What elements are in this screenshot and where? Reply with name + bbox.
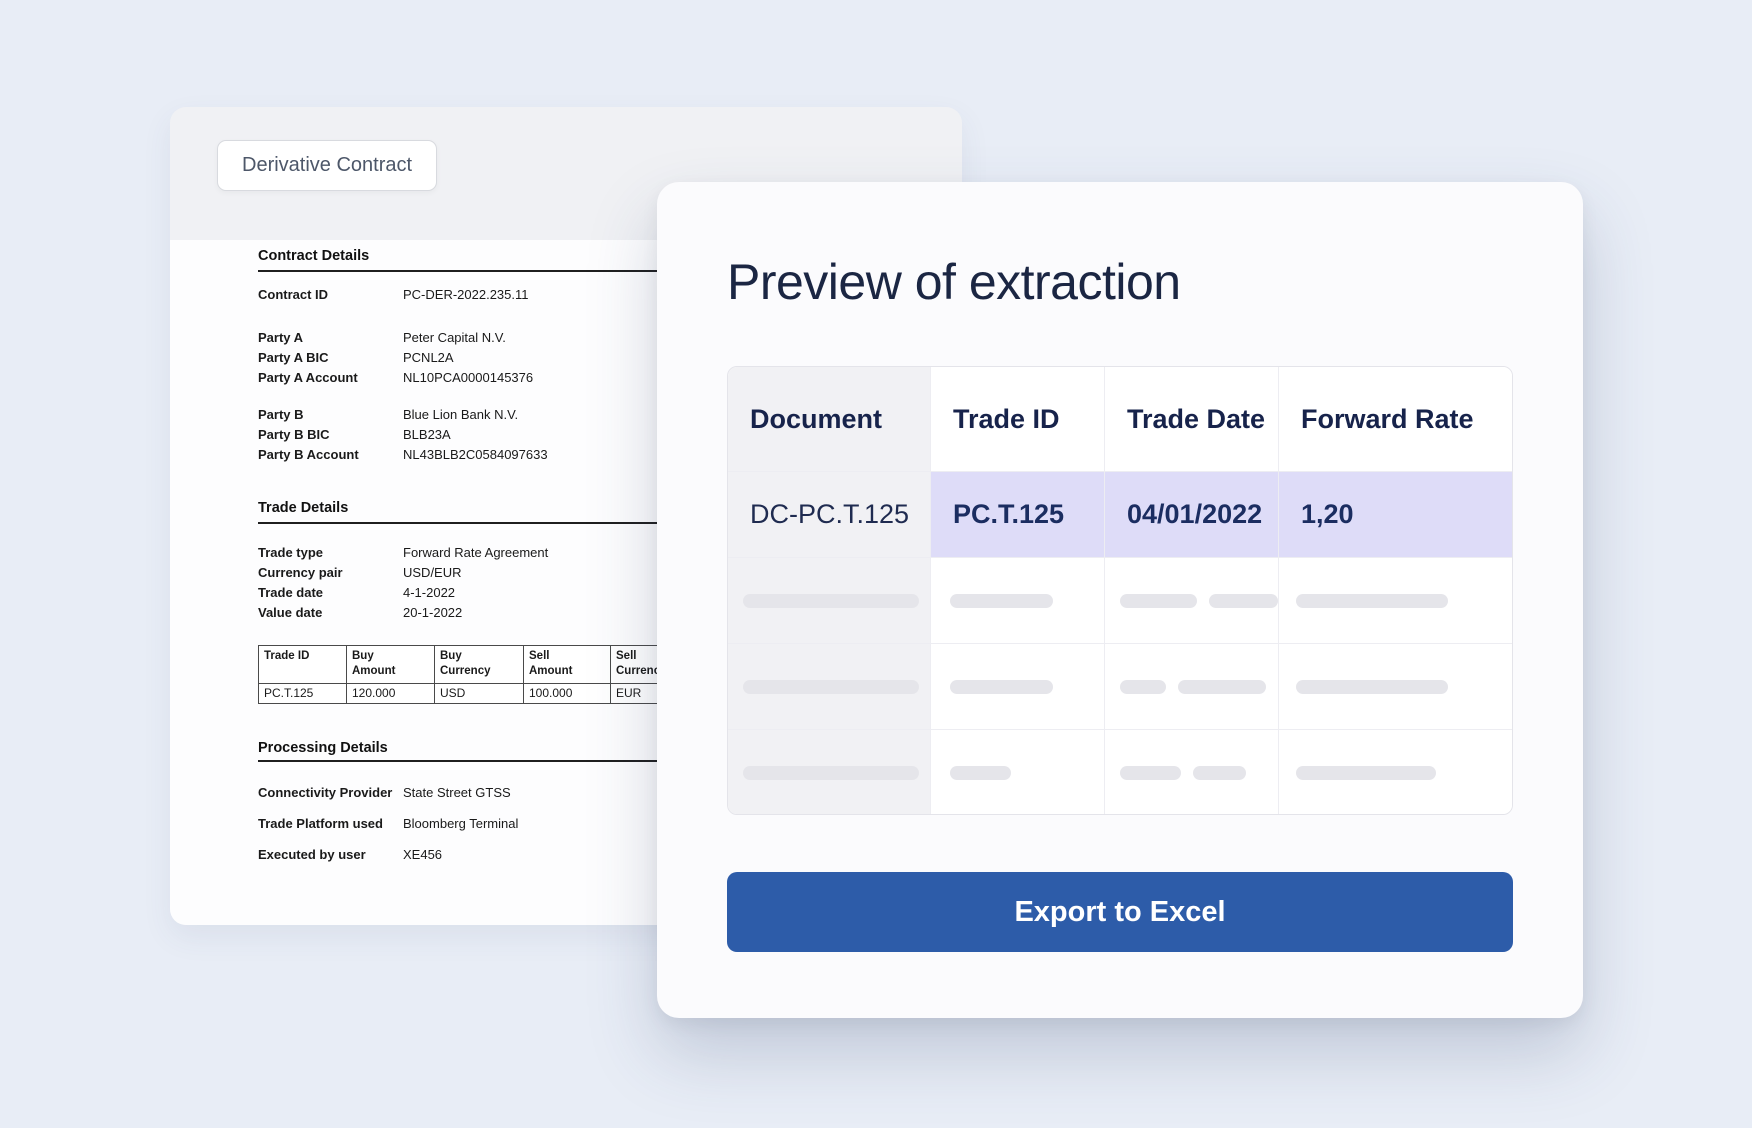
skeleton-cell-trade-date <box>1105 644 1279 730</box>
skeleton-cell-trade-id <box>931 644 1105 730</box>
placeholder-bar <box>1120 679 1166 694</box>
placeholder-bar <box>1296 593 1448 608</box>
skeleton-cell-forward-rate <box>1279 644 1512 730</box>
field-party-a-bic: Party A BIC PCNL2A <box>258 348 962 368</box>
placeholder-bar <box>1296 766 1436 780</box>
field-party-a: Party A Peter Capital N.V. <box>258 328 962 348</box>
field-label: Party A <box>258 330 304 345</box>
field-value: Bloomberg Terminal <box>403 816 519 831</box>
field-value: 20-1-2022 <box>403 605 463 620</box>
field-label: Contract ID <box>258 287 329 302</box>
field-value: NL10PCA0000145376 <box>403 370 534 385</box>
column-header-buy-currency: Buy Currency <box>435 646 524 684</box>
field-value-date: Value date 20-1-2022 <box>258 603 962 623</box>
placeholder-bar <box>1209 593 1278 608</box>
placeholder-bar <box>1178 679 1266 694</box>
placeholder-bar <box>743 679 919 694</box>
section-rule <box>258 270 690 272</box>
field-value: BLB23A <box>403 427 451 442</box>
placeholder-bar <box>1296 679 1448 694</box>
skeleton-cell-document <box>728 558 931 644</box>
document-type-badge: Derivative Contract <box>217 140 438 191</box>
skeleton-cell-forward-rate <box>1279 730 1512 814</box>
placeholder-bar <box>1120 593 1197 608</box>
placeholder-bar <box>950 766 1011 780</box>
trade-details-table: Trade ID Buy Amount Buy Currency Sell Am… <box>258 645 701 704</box>
modal-title: Preview of extraction <box>727 254 1181 310</box>
section-heading-processing-details: Processing Details <box>258 740 388 756</box>
cell-sell-amount: 100.000 <box>524 684 611 704</box>
field-connectivity-provider: Connectivity Provider State Street GTSS <box>258 783 962 803</box>
field-label: Trade type <box>258 545 324 560</box>
field-party-b: Party B Blue Lion Bank N.V. <box>258 405 962 425</box>
placeholder-bar <box>950 679 1053 694</box>
export-to-excel-button[interactable]: Export to Excel <box>727 872 1513 952</box>
skeleton-cell-trade-id <box>931 730 1105 814</box>
field-party-b-bic: Party B BIC BLB23A <box>258 425 962 445</box>
cell-buy-amount: 120.000 <box>347 684 435 704</box>
skeleton-cell-forward-rate <box>1279 558 1512 644</box>
placeholder-bar <box>1120 766 1181 780</box>
preview-cell-document: DC-PC.T.125 <box>728 472 931 558</box>
field-contract-id: Contract ID PC-DER-2022.235.11 <box>258 285 962 305</box>
field-value: PCNL2A <box>403 350 454 365</box>
skeleton-cell-trade-date <box>1105 730 1279 814</box>
field-label: Party A BIC <box>258 350 329 365</box>
section-heading-trade-details: Trade Details <box>258 500 349 516</box>
preview-header-forward-rate: Forward Rate <box>1279 367 1512 472</box>
column-header-trade-id: Trade ID <box>259 646 347 684</box>
field-executed-by: Executed by user XE456 <box>258 845 962 865</box>
field-label: Trade date <box>258 585 324 600</box>
field-label: Executed by user <box>258 847 366 862</box>
cell-trade-id: PC.T.125 <box>259 684 347 704</box>
column-header-buy-amount: Buy Amount <box>347 646 435 684</box>
field-value: PC-DER-2022.235.11 <box>403 287 529 302</box>
field-value: Peter Capital N.V. <box>403 330 506 345</box>
field-value: 4-1-2022 <box>403 585 456 600</box>
skeleton-cell-trade-id <box>931 558 1105 644</box>
field-value: NL43BLB2C0584097633 <box>403 447 548 462</box>
section-rule <box>258 522 690 524</box>
preview-cell-trade-date: 04/01/2022 <box>1105 472 1279 558</box>
field-label: Currency pair <box>258 565 343 580</box>
field-currency-pair: Currency pair USD/EUR <box>258 563 962 583</box>
preview-cell-trade-id: PC.T.125 <box>931 472 1105 558</box>
preview-header-trade-date: Trade Date <box>1105 367 1279 472</box>
placeholder-bar <box>743 766 919 780</box>
skeleton-cell-trade-date <box>1105 558 1279 644</box>
field-label: Party A Account <box>258 370 358 385</box>
field-party-a-account: Party A Account NL10PCA0000145376 <box>258 368 962 388</box>
field-value: USD/EUR <box>403 565 462 580</box>
preview-header-trade-id: Trade ID <box>931 367 1105 472</box>
field-trade-type: Trade type Forward Rate Agreement <box>258 543 962 563</box>
field-label: Party B BIC <box>258 427 330 442</box>
skeleton-cell-document <box>728 644 931 730</box>
column-header-sell-amount: Sell Amount <box>524 646 611 684</box>
placeholder-bar <box>1193 766 1246 780</box>
section-rule <box>258 760 690 762</box>
field-label: Party B Account <box>258 447 359 462</box>
field-value: State Street GTSS <box>403 785 511 800</box>
field-value: Blue Lion Bank N.V. <box>403 407 519 422</box>
field-value: XE456 <box>403 847 443 862</box>
field-party-b-account: Party B Account NL43BLB2C0584097633 <box>258 445 962 465</box>
skeleton-cell-document <box>728 730 931 814</box>
field-label: Trade Platform used <box>258 816 383 831</box>
field-trade-date: Trade date 4-1-2022 <box>258 583 962 603</box>
preview-modal: Preview of extraction Document Trade ID … <box>657 182 1583 1018</box>
field-value: Forward Rate Agreement <box>403 545 549 560</box>
preview-header-document: Document <box>728 367 931 472</box>
placeholder-bar <box>743 593 919 608</box>
cell-buy-currency: USD <box>435 684 524 704</box>
preview-cell-forward-rate: 1,20 <box>1279 472 1512 558</box>
field-label: Connectivity Provider <box>258 785 393 800</box>
field-label: Value date <box>258 605 323 620</box>
field-label: Party B <box>258 407 304 422</box>
placeholder-bar <box>950 593 1053 608</box>
section-heading-contract-details: Contract Details <box>258 248 370 264</box>
extraction-preview-table: Document Trade ID Trade Date Forward Rat… <box>727 366 1513 815</box>
field-trade-platform: Trade Platform used Bloomberg Terminal <box>258 814 962 834</box>
